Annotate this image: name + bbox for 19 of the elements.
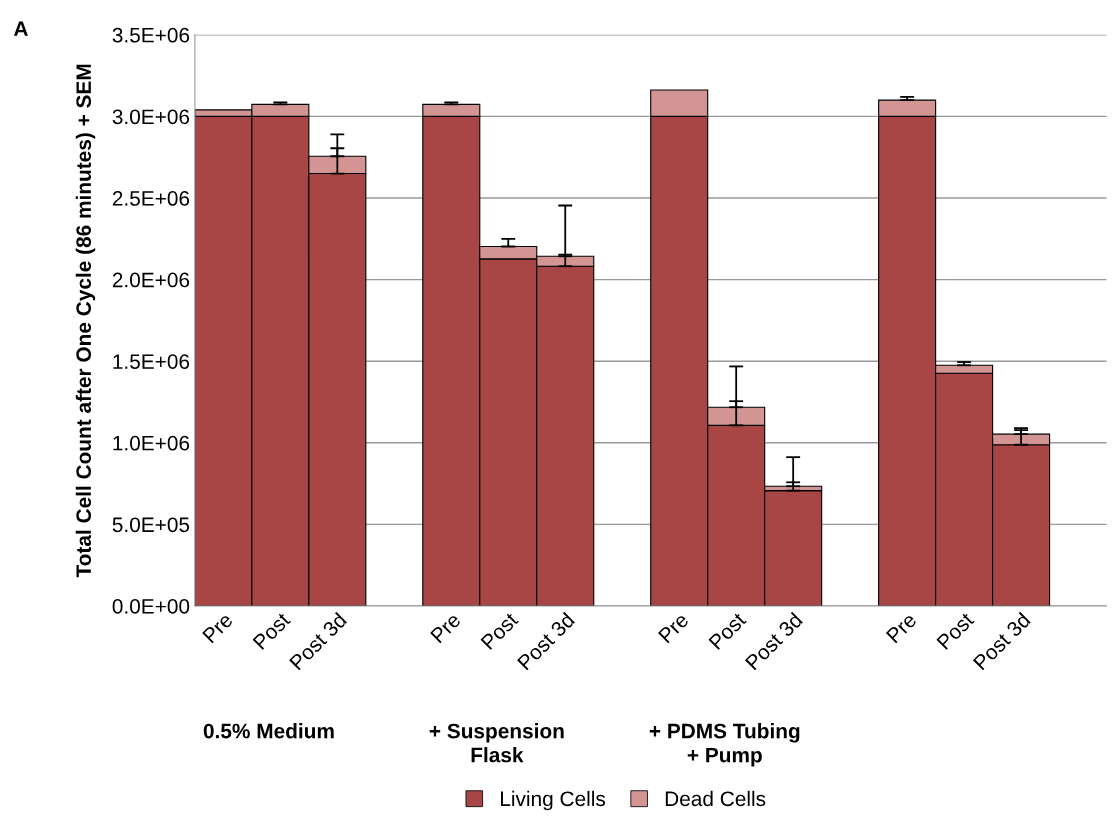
y-tick-label: 1.5E+06 (113, 354, 190, 369)
y-tick-label: 2.0E+06 (112, 272, 190, 288)
y-tick-label: 5.0E+05 (112, 517, 190, 533)
x-tick-label: Pre (885, 612, 918, 644)
text: + Suspension Flask (429, 723, 564, 763)
x-tick-label: Pre (658, 612, 690, 644)
y-tick-label: 3.0E+06 (112, 109, 190, 125)
legend-label: Dead Cells (665, 790, 766, 807)
y-tick-label: 2.5E+06 (112, 191, 190, 206)
text: + PDMS Tubing + Pump (649, 723, 800, 767)
x-tick-label: Pre (430, 612, 462, 644)
text: A (13, 21, 28, 36)
y-tick-label: 0.0E+00 (112, 599, 190, 614)
x-tick-label: Pre (202, 612, 234, 644)
legend-label: Living Cells (501, 790, 606, 811)
text: 0.5% Medium (203, 723, 334, 739)
y-tick-label: 3.5E+06 (112, 27, 190, 43)
y-tick-label: 1.0E+06 (113, 435, 190, 451)
y-axis-title: Total Cell Count after One Cycle (86 minutes) + SEM (75, 64, 96, 578)
